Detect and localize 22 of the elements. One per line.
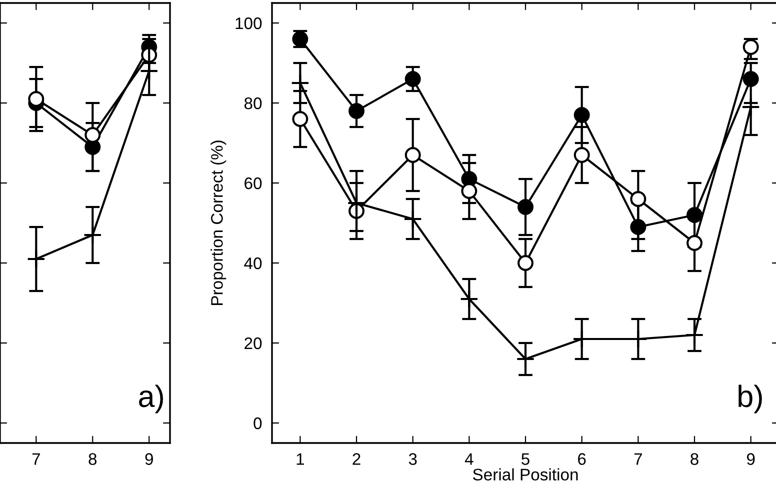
y-tick-label: 80	[244, 97, 262, 110]
x-tick-label: 7	[32, 453, 40, 465]
y-tick-label: 100	[236, 17, 262, 30]
x-tick-label: 9	[145, 453, 153, 465]
x-axis-title: Serial Position	[472, 468, 578, 480]
y-tick-label: 0	[254, 417, 262, 430]
x-tick-label: 2	[352, 453, 360, 465]
x-tick-label: 3	[408, 453, 417, 465]
x-tick-label: 1	[296, 453, 304, 465]
x-tick-label: 4	[464, 453, 474, 465]
annotation: a)	[139, 384, 164, 414]
y-tick-label: 40	[244, 257, 262, 270]
x-tick-label: 8	[690, 453, 698, 465]
x-tick-label: 6	[578, 453, 586, 465]
y-tick-label: 60	[244, 177, 262, 190]
x-tick-label: 5	[522, 453, 530, 465]
x-tick-label: 8	[88, 453, 97, 465]
y-tick-label: 20	[244, 337, 262, 350]
x-tick-label: 7	[634, 453, 642, 465]
x-tick-label: 9	[746, 453, 755, 465]
annotation: b)	[738, 384, 762, 414]
y-axis-title: Proportion Correct (%)	[210, 140, 226, 305]
